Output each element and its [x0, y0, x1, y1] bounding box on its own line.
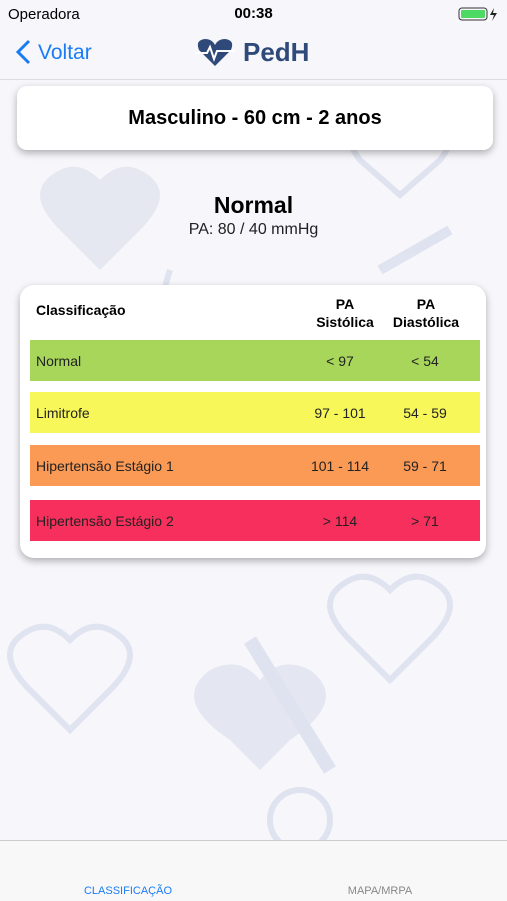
table-cell: > 71: [411, 512, 439, 529]
clock: 00:38: [234, 5, 273, 22]
header-line: PA: [416, 296, 436, 312]
tab[interactable]: MAPA/MRPA: [347, 885, 413, 897]
result-title: Normal: [213, 192, 294, 218]
logo-heart: [195, 39, 235, 66]
header-classification: Classificação: [36, 302, 126, 318]
header-line: Sistólica: [316, 314, 374, 330]
patient-card: Masculino - 60 cm - 2 anos: [17, 86, 493, 150]
table-cell: > 114: [322, 512, 358, 529]
header-systolic: PA Sistólica: [300, 295, 390, 331]
table-row: Normal < 97 < 54: [30, 340, 480, 381]
back-chevron[interactable]: [14, 38, 34, 66]
header-line: Diastólica: [392, 314, 460, 330]
app-title: PedH: [243, 37, 310, 67]
battery: [458, 7, 497, 21]
table-cell: Hipertensão Estágio 2: [36, 512, 174, 529]
table-row: Hipertensão Estágio 1 101 - 114 59 - 71: [30, 445, 480, 486]
back-button[interactable]: Voltar: [38, 41, 92, 64]
header-diastolic: PA Diastólica: [381, 295, 471, 331]
result-pressure: PA: 80 / 40 mmHg: [188, 221, 319, 238]
table-cell: Hipertensão Estágio 1: [36, 457, 174, 474]
table-cell: Normal: [36, 352, 82, 369]
table-cell: 59 - 71: [403, 457, 447, 474]
table-row: Limitrofe 97 - 101 54 - 59: [30, 392, 480, 433]
table-cell: 97 - 101: [314, 404, 366, 421]
table-cell: 101 - 114: [310, 457, 370, 474]
nav-divider: [0, 79, 507, 80]
table-cell: Limitrofe: [36, 404, 90, 421]
table-row: Hipertensão Estágio 2 > 114 > 71: [30, 500, 480, 541]
table-cell: 54 - 59: [403, 404, 447, 421]
tab-bar: [0, 840, 507, 901]
carrier: Operadora: [8, 6, 80, 23]
header-line: PA: [335, 296, 355, 312]
tab[interactable]: CLASSIFICAÇÃO: [83, 885, 173, 897]
table-cell: < 97: [326, 352, 354, 369]
table-cell: < 54: [411, 352, 439, 369]
